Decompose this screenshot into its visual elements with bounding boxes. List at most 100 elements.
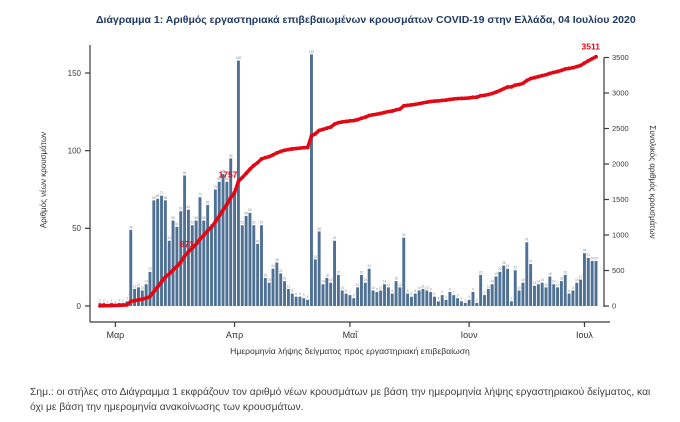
bar: [144, 284, 148, 306]
cumulative-point: [574, 64, 579, 69]
bar: [575, 282, 579, 306]
bar: [198, 197, 202, 306]
bar: [394, 281, 398, 306]
bar: [163, 200, 167, 306]
bar-value-label: 14: [321, 280, 325, 284]
cumulative-point: [128, 299, 133, 304]
cumulative-point: [259, 157, 264, 161]
cumulative-point: [467, 96, 472, 100]
month-label: Μαρ: [106, 330, 124, 340]
right-tick-label: 1000: [612, 231, 629, 240]
bar: [302, 298, 306, 306]
cumulative-point: [478, 93, 483, 98]
cumulative-point: [301, 145, 306, 150]
month-label: Ιουλ: [576, 330, 593, 340]
cumulative-point: [482, 93, 487, 98]
bar: [260, 225, 263, 306]
cumulative-point: [190, 246, 195, 250]
bar: [160, 195, 163, 306]
cumulative-point: [517, 82, 522, 87]
cumulative-point: [198, 237, 202, 242]
cumulative-point: [313, 131, 318, 136]
bar: [375, 292, 379, 306]
bar: [548, 276, 552, 306]
cumulative-point: [586, 58, 591, 63]
cumulative-point: [521, 81, 525, 86]
bar-value-label: 2: [118, 298, 120, 302]
bar-value-label: 55: [171, 216, 175, 220]
bar: [217, 181, 221, 306]
bar-value-label: 49: [129, 225, 133, 229]
bar-value-label: 31: [587, 253, 591, 257]
bar: [490, 284, 494, 306]
bar-value-label: 12: [356, 283, 360, 287]
bar-value-label: 40: [256, 239, 260, 243]
bar: [263, 278, 267, 306]
cumulative-point: [221, 208, 225, 212]
bar: [583, 253, 586, 306]
bar-value-label: 20: [479, 270, 483, 274]
right-tick-label: 2000: [612, 160, 629, 169]
bar-value-label: 34: [583, 249, 587, 253]
bar-value-label: 9: [449, 287, 451, 291]
bar-value-label: 20: [563, 270, 567, 274]
bar-value-label: 162: [309, 50, 315, 54]
right-tick-label: 2500: [612, 124, 629, 133]
bar-value-label: 42: [167, 236, 171, 240]
cumulative-point: [274, 151, 279, 155]
cumulative-point: [328, 125, 333, 129]
bar-value-label: 2: [111, 298, 113, 302]
bar: [213, 189, 217, 306]
cumulative-point: [497, 88, 502, 93]
bar: [225, 181, 229, 306]
cumulative-point: [151, 289, 156, 294]
bar: [344, 293, 348, 306]
bar-value-label: 13: [533, 281, 537, 285]
cumulative-point: [294, 146, 298, 151]
cumulative-line: [98, 55, 598, 308]
cumulative-point: [105, 303, 110, 308]
bar-value-label: 4: [468, 295, 470, 299]
bar: [513, 270, 517, 306]
cumulative-point: [148, 294, 152, 299]
bar: [406, 293, 410, 306]
cumulative-point: [374, 112, 379, 117]
bar: [333, 240, 336, 306]
bar-value-label: 7: [484, 291, 486, 295]
bar: [409, 296, 413, 306]
bar-value-label: 7: [453, 291, 455, 295]
cumulative-point: [390, 109, 395, 113]
bar-value-label: 95: [229, 154, 233, 158]
bar: [440, 295, 444, 306]
cumulative-point: [551, 70, 556, 75]
bar-value-label: 85: [221, 169, 225, 173]
cumulative-point: [171, 268, 175, 272]
bar: [356, 287, 360, 306]
page-title: Διάγραμμα 1: Αριθμός εργαστηριακά επιβεβ…: [96, 14, 636, 26]
bar-value-label: 24: [367, 264, 371, 268]
bar-value-label: 10: [371, 286, 375, 290]
bar-value-label: 71: [160, 191, 164, 195]
bar-value-label: 2: [99, 298, 101, 302]
bar: [221, 173, 225, 306]
cumulative-point: [132, 298, 137, 303]
bar: [367, 268, 371, 306]
bar: [417, 290, 421, 306]
cumulative-point: [340, 120, 345, 124]
cumulative-point: [232, 190, 237, 195]
bar: [571, 290, 575, 306]
cumulative-point: [405, 103, 410, 108]
bar-value-label: 68: [152, 196, 156, 200]
bar-value-label: 15: [267, 278, 271, 282]
bar-value-label: 30: [314, 255, 318, 259]
cumulative-point: [428, 99, 433, 104]
cumulative-point: [359, 116, 364, 121]
bar: [486, 288, 490, 306]
cumulative-point: [298, 146, 302, 150]
bar: [271, 268, 275, 306]
bar-value-label: 4: [445, 295, 447, 299]
bar-value-label: 12: [556, 283, 560, 287]
bar-value-label: 158: [236, 56, 242, 60]
bar: [594, 260, 598, 306]
bar-value-label: 18: [264, 273, 268, 277]
